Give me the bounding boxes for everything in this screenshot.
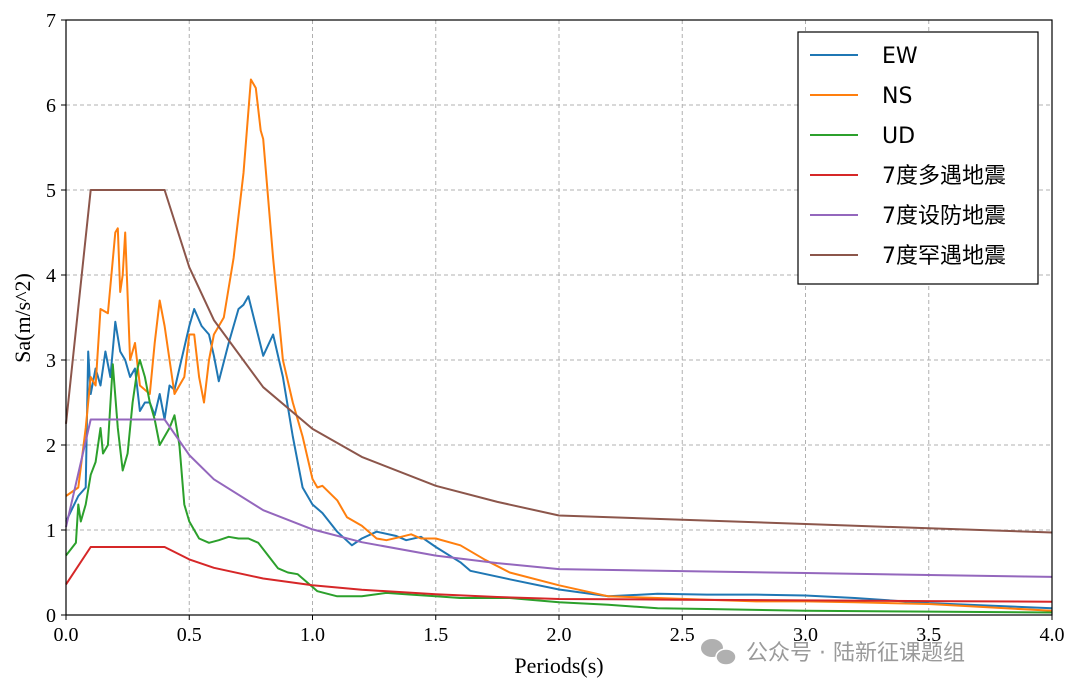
series-line-3: [65, 546, 1053, 603]
series-lines: [65, 78, 1053, 614]
y-tick-label: 5: [46, 180, 56, 202]
y-axis-ticks: 0 1 2 3 4 5 6 7: [46, 10, 66, 627]
legend-label: EW: [882, 44, 918, 69]
legend-label: 7度罕遇地震: [882, 244, 1006, 269]
y-tick-label: 3: [46, 350, 56, 372]
x-tick-label: 0.0: [54, 624, 79, 646]
legend-label: UD: [882, 124, 915, 149]
y-tick-label: 4: [46, 265, 56, 287]
series-line-1: [65, 78, 1053, 612]
y-tick-label: 7: [46, 10, 56, 32]
watermark-text: 公众号 · 陆新征课题组: [746, 641, 965, 666]
x-tick-label: 1.5: [423, 624, 448, 646]
y-axis-label: Sa(m/s^2): [10, 273, 35, 363]
x-axis-label: Periods(s): [514, 653, 603, 678]
y-tick-label: 2: [46, 435, 56, 457]
series-line-0: [65, 295, 1053, 610]
legend-box: [797, 31, 1039, 285]
legend: EW NS UD 7度多遇地震 7度设防地震 7度罕遇地震: [797, 31, 1039, 285]
series-line-4: [65, 418, 1053, 578]
x-tick-label: 4.0: [1040, 624, 1065, 646]
watermark: 公众号 · 陆新征课题组: [701, 639, 965, 666]
y-tick-label: 6: [46, 95, 56, 117]
x-tick-label: 0.5: [177, 624, 202, 646]
wechat-icon: [701, 639, 737, 666]
series-line-2: [65, 359, 1053, 614]
legend-label: 7度多遇地震: [882, 164, 1006, 189]
x-axis-ticks: 0.0 0.5 1.0 1.5 2.0 2.5 3.0 3.5 4.0: [54, 615, 1065, 646]
x-tick-label: 3.5: [916, 624, 941, 646]
y-tick-label: 1: [46, 520, 56, 542]
y-tick-label: 0: [46, 605, 56, 627]
legend-label: 7度设防地震: [882, 204, 1006, 229]
x-tick-label: 3.0: [793, 624, 818, 646]
legend-label: NS: [882, 84, 912, 109]
series-line-5: [65, 189, 1053, 534]
x-tick-label: 1.0: [300, 624, 325, 646]
x-tick-label: 2.5: [670, 624, 695, 646]
x-tick-label: 2.0: [547, 624, 572, 646]
